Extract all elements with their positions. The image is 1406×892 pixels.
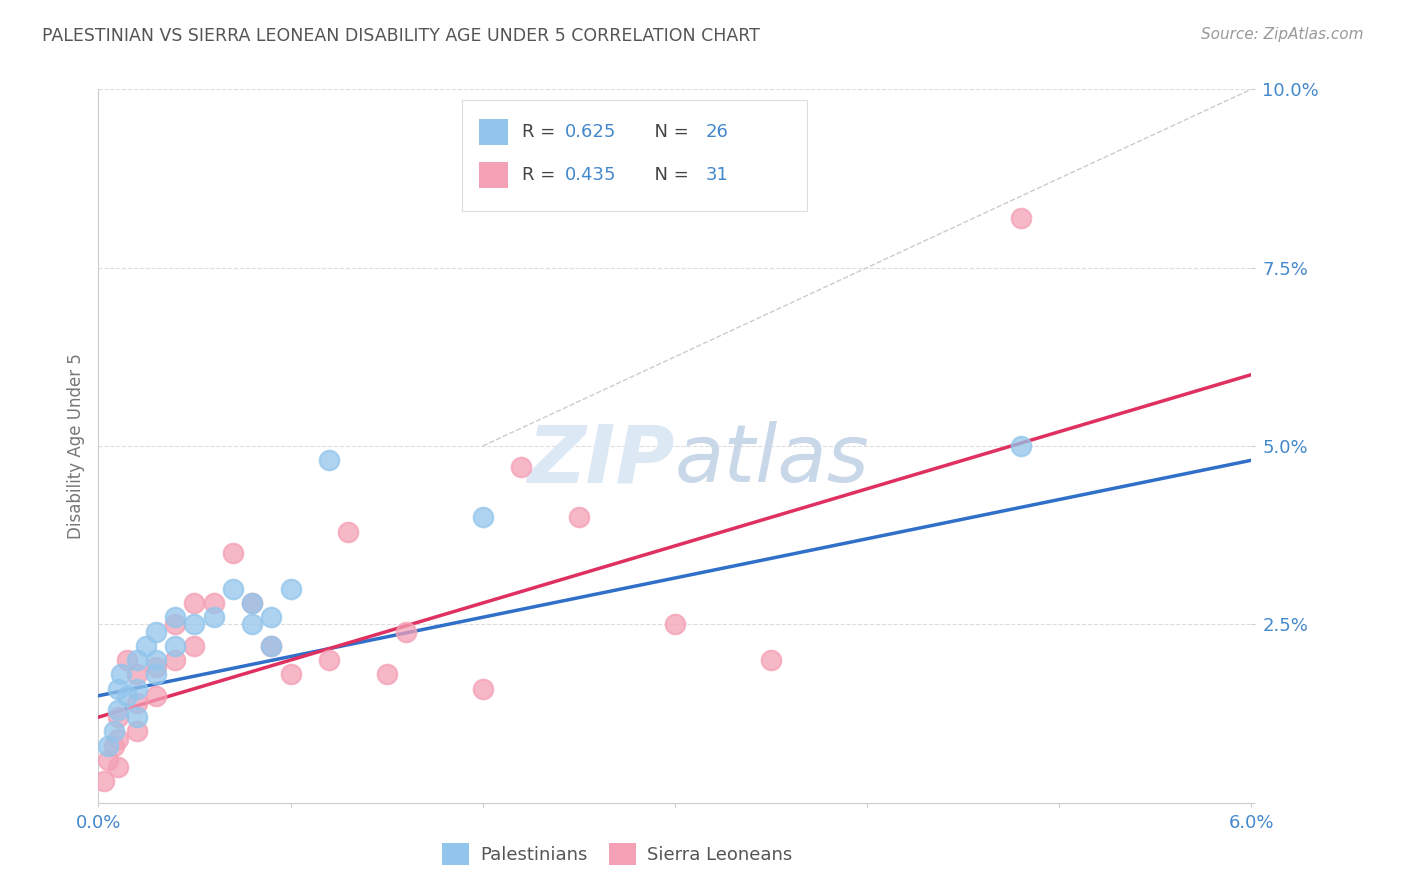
Text: 0.435: 0.435 <box>565 166 617 184</box>
Point <box>93 774 115 789</box>
Legend: Palestinians, Sierra Leoneans: Palestinians, Sierra Leoneans <box>434 836 800 872</box>
Point <box>471 681 494 696</box>
Point <box>337 524 360 539</box>
Text: N =: N = <box>643 166 695 184</box>
Point <box>145 653 167 667</box>
Point <box>145 667 167 681</box>
Point <box>260 610 283 624</box>
Point <box>183 639 205 653</box>
Point <box>280 582 302 596</box>
Point <box>1010 439 1032 453</box>
Point <box>107 703 129 717</box>
Point <box>117 689 139 703</box>
Point <box>318 653 340 667</box>
Text: N =: N = <box>643 123 695 141</box>
Point <box>280 667 302 681</box>
Point <box>510 460 533 475</box>
Point <box>125 667 148 681</box>
Point <box>107 731 129 746</box>
Point <box>240 617 263 632</box>
Point <box>1010 211 1032 225</box>
Point <box>125 724 148 739</box>
Point <box>202 610 225 624</box>
Point <box>145 660 167 674</box>
Y-axis label: Disability Age Under 5: Disability Age Under 5 <box>66 353 84 539</box>
Point <box>145 624 167 639</box>
Point <box>165 653 187 667</box>
Point <box>568 510 591 524</box>
Point <box>260 639 283 653</box>
Point <box>97 739 120 753</box>
Bar <box>479 120 508 145</box>
Point <box>165 610 187 624</box>
Point <box>202 596 225 610</box>
Point <box>183 596 205 610</box>
Point <box>222 546 245 560</box>
Point <box>318 453 340 467</box>
Text: Source: ZipAtlas.com: Source: ZipAtlas.com <box>1201 27 1364 42</box>
Point <box>125 710 148 724</box>
Point <box>183 617 205 632</box>
Text: ZIP: ZIP <box>527 421 675 500</box>
Point <box>240 596 263 610</box>
FancyBboxPatch shape <box>461 100 807 211</box>
Point <box>125 696 148 710</box>
Point <box>375 667 398 681</box>
Point <box>117 653 139 667</box>
Point <box>165 639 187 653</box>
Point <box>103 724 125 739</box>
Point <box>471 510 494 524</box>
Point <box>107 710 129 724</box>
Point <box>125 653 148 667</box>
Point <box>240 596 263 610</box>
Bar <box>479 162 508 187</box>
Point <box>107 760 129 774</box>
Point <box>110 667 132 681</box>
Text: 26: 26 <box>706 123 728 141</box>
Point <box>222 582 245 596</box>
Point <box>395 624 418 639</box>
Text: 0.625: 0.625 <box>565 123 617 141</box>
Point <box>125 681 148 696</box>
Point <box>135 639 157 653</box>
Point <box>97 753 120 767</box>
Text: atlas: atlas <box>675 421 870 500</box>
Text: R =: R = <box>522 166 561 184</box>
Text: PALESTINIAN VS SIERRA LEONEAN DISABILITY AGE UNDER 5 CORRELATION CHART: PALESTINIAN VS SIERRA LEONEAN DISABILITY… <box>42 27 761 45</box>
Point <box>103 739 125 753</box>
Text: 31: 31 <box>706 166 728 184</box>
Point <box>759 653 782 667</box>
Text: R =: R = <box>522 123 561 141</box>
Point <box>107 681 129 696</box>
Point <box>145 689 167 703</box>
Point <box>260 639 283 653</box>
Point <box>664 617 686 632</box>
Point <box>165 617 187 632</box>
